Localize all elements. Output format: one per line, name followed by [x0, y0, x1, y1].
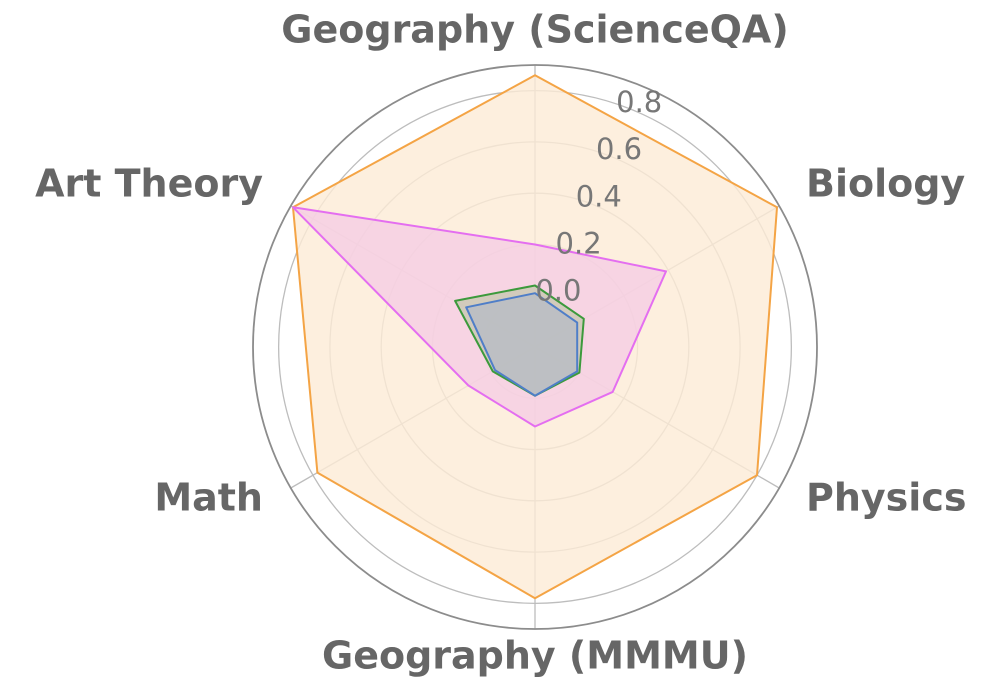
radial-tick-label: 0.4	[576, 179, 622, 213]
radial-tick-label: 0.0	[535, 274, 581, 308]
radial-tick-label: 0.6	[596, 132, 642, 166]
axis-label-geography-mmmu: Geography (MMMU)	[322, 634, 748, 678]
radial-tick-label: 0.2	[556, 226, 602, 260]
axis-label-math: Math	[154, 476, 263, 520]
series-3-line	[465, 292, 579, 397]
radial-tick-label: 0.8	[616, 85, 662, 119]
series-3-area	[466, 293, 578, 396]
axis-labels: Geography (ScienceQA) Biology Physics Ge…	[35, 8, 966, 678]
axis-label-physics: Physics	[806, 476, 966, 520]
radial-ticks: 0.0 0.2 0.4 0.6 0.8	[535, 85, 662, 308]
outer-frame	[252, 64, 818, 630]
axis-label-art-theory: Art Theory	[35, 162, 263, 206]
axis-label-geography-scienceqa: Geography (ScienceQA)	[281, 8, 788, 52]
axis-label-biology: Biology	[806, 162, 965, 206]
radar-series	[292, 74, 778, 600]
series-1-line	[292, 206, 667, 428]
